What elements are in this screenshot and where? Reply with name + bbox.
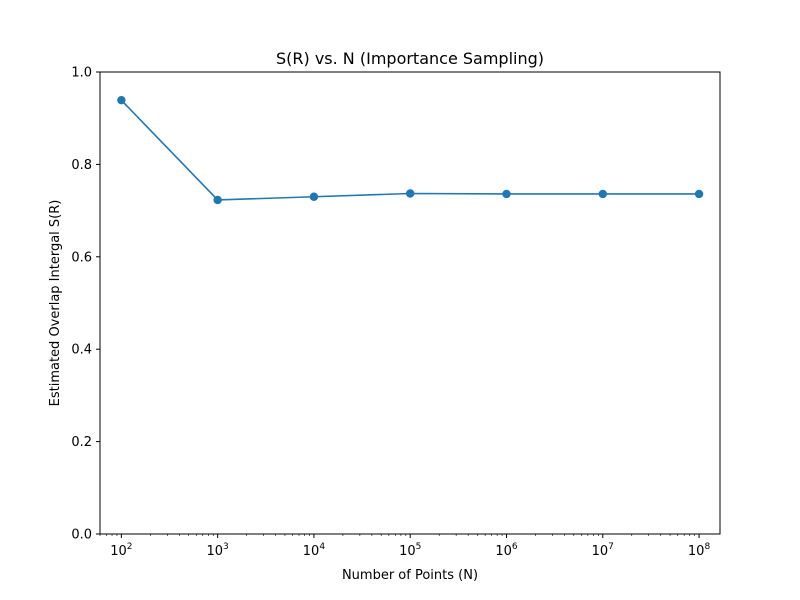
x-tick-label: 102: [110, 542, 132, 559]
data-point: [502, 189, 511, 199]
y-tick-label: 0.8: [71, 158, 92, 173]
y-tick-label: 1.0: [71, 66, 92, 81]
data-point: [694, 189, 704, 199]
x-tick-label: 104: [303, 542, 326, 559]
y-tick-label: 0.0: [71, 528, 92, 543]
y-tick-label: 0.2: [71, 435, 92, 450]
data-point: [406, 189, 415, 198]
y-tick-label: 0.6: [71, 250, 92, 265]
y-axis: 0.0 0.2 0.4 0.6 0.8 1.0: [71, 66, 100, 543]
x-tick-label: 103: [207, 542, 229, 559]
y-tick-label: 0.4: [71, 343, 92, 358]
data-point: [117, 95, 126, 105]
x-axis-label: Number of Points (N): [342, 568, 478, 583]
x-tick-label: 105: [399, 542, 421, 559]
plot-area: [117, 95, 704, 205]
y-axis-label: Estimated Overlap Intergal S(R): [48, 200, 63, 407]
data-point: [598, 189, 607, 199]
data-point: [309, 192, 319, 201]
x-tick-label: 106: [495, 542, 518, 559]
x-tick-label: 107: [592, 542, 614, 559]
chart-title: S(R) vs. N (Importance Sampling): [276, 49, 544, 68]
x-tick-label: 108: [688, 542, 711, 559]
data-point: [213, 195, 222, 205]
x-axis: 102 103 104 105 106 107 108: [99, 534, 711, 559]
